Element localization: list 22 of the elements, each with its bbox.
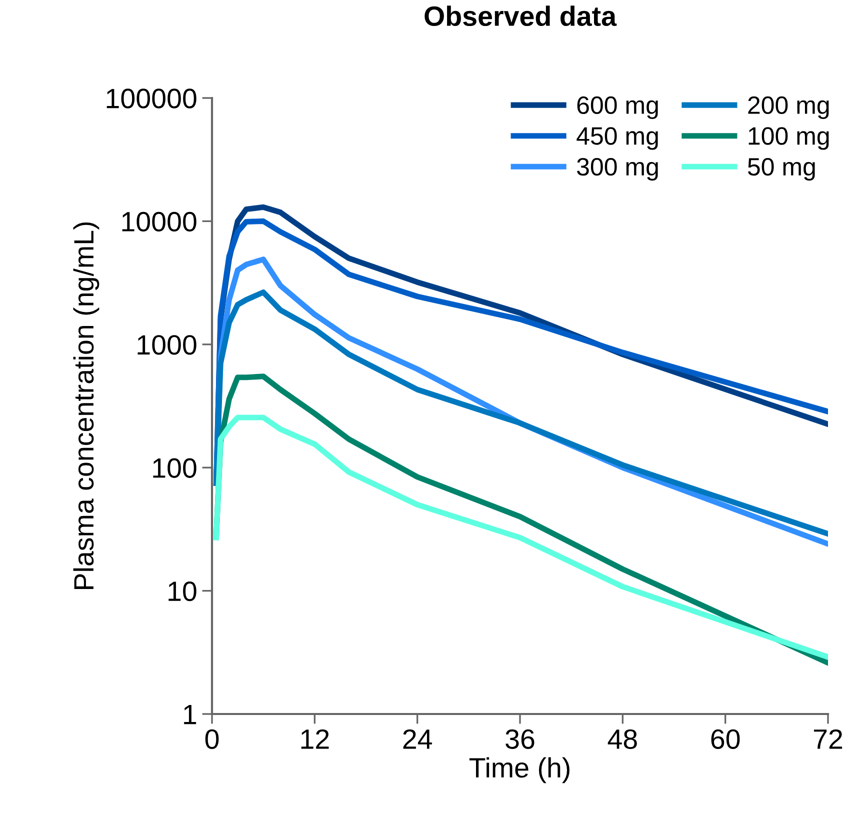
y-axis-title: Plasma concentration (ng/mL) [73,222,100,589]
chart-title: Observed data [424,6,617,26]
x-tick-label: 0 [205,729,219,749]
y-tick-label: 10000 [122,212,196,232]
y-tick-label: 100 [153,458,196,478]
y-tick-label: 100000 [106,88,196,108]
legend-label: 300 mg [577,158,658,181]
legend-label: 600 mg [577,96,658,119]
legend-label: 200 mg [748,96,829,119]
y-tick-label: 1000 [138,335,196,355]
x-axis-title: Time (h) [469,757,570,784]
legend-label: 450 mg [576,127,658,150]
x-tick-label: 48 [608,729,637,749]
y-tick-label: 1 [184,704,196,724]
legend-label: 50 mg [748,158,815,181]
legend-label: 100 mg [748,127,829,150]
x-tick-label: 36 [506,729,534,749]
x-tick-label: 12 [301,729,329,749]
y-tick-label: 10 [168,581,196,602]
x-tick-label: 24 [403,729,432,749]
x-tick-label: 60 [711,729,740,749]
x-tick-label: 72 [814,729,842,749]
